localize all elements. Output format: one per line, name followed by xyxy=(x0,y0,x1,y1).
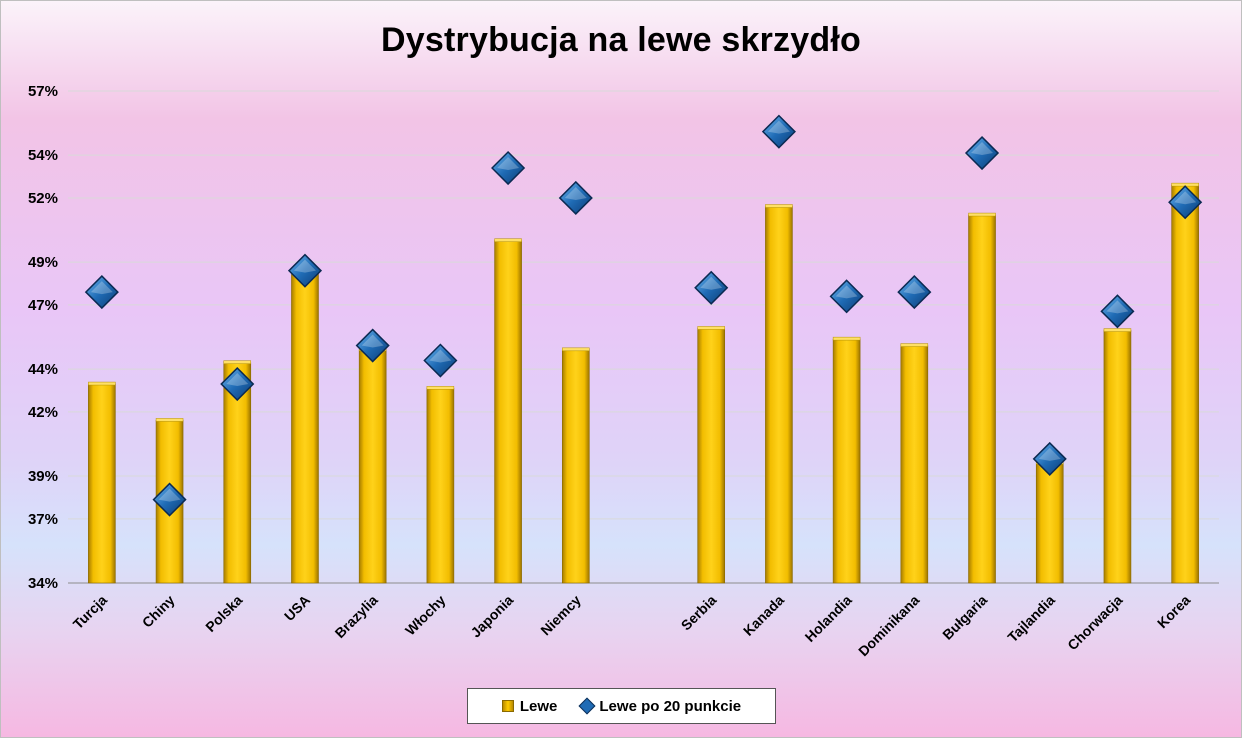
bar-cap xyxy=(765,204,793,208)
bar-cap xyxy=(832,336,861,341)
bar-lewe xyxy=(1171,184,1199,584)
bar-lewe xyxy=(1103,330,1132,584)
bar-lewe xyxy=(900,345,929,584)
x-tick-label: USA xyxy=(281,592,313,624)
marker-lewe-po-20 xyxy=(1032,441,1067,476)
marker-highlight xyxy=(497,157,520,171)
marker-lewe-po-20 xyxy=(152,482,187,517)
legend: Lewe Lewe po 20 punkcie xyxy=(467,688,776,724)
bar-cap xyxy=(155,418,184,422)
bar-lewe xyxy=(765,206,793,584)
bar-cap xyxy=(968,212,996,217)
bar-lewe xyxy=(1035,462,1064,584)
marker-highlight xyxy=(971,142,994,156)
x-tick-label: Japonia xyxy=(467,592,516,641)
bar-cap xyxy=(494,238,522,242)
marker-lewe-po-20 xyxy=(829,279,864,314)
legend-diamond-swatch xyxy=(578,697,596,715)
y-tick-label: 42% xyxy=(28,404,58,421)
marker-highlight xyxy=(1174,191,1197,205)
bar-cap xyxy=(900,343,929,347)
marker-highlight xyxy=(1038,447,1061,461)
bar-lewe xyxy=(697,328,726,584)
x-tick-label: Kanada xyxy=(740,592,787,639)
bar-lewe xyxy=(291,270,319,584)
marker-lewe-po-20 xyxy=(287,253,323,288)
chart-title: Dystrybucja na lewe skrzydło xyxy=(381,21,861,59)
y-tick-label: 37% xyxy=(28,511,58,528)
bar-cap xyxy=(697,326,725,330)
bar-lewe xyxy=(88,383,116,584)
x-tick-label: Dominikana xyxy=(855,592,923,660)
marker-highlight xyxy=(700,276,723,290)
x-tick-label: Tajlandia xyxy=(1004,592,1058,646)
bar-cap xyxy=(1103,328,1132,332)
marker-lewe-po-20 xyxy=(1100,294,1135,329)
x-tick-label: Turcja xyxy=(70,592,110,632)
y-tick-label: 57% xyxy=(28,83,58,100)
marker-lewe-po-20 xyxy=(84,275,119,310)
marker-lewe-po-20 xyxy=(897,275,932,310)
marker-highlight xyxy=(158,488,181,502)
marker-highlight xyxy=(1106,300,1129,314)
x-tick-label: Holandia xyxy=(802,592,855,645)
bar-cap xyxy=(88,381,116,386)
marker-lewe-po-20 xyxy=(1168,185,1203,220)
y-tick-label: 34% xyxy=(28,575,58,592)
marker-highlight xyxy=(564,186,587,200)
marker-highlight xyxy=(293,259,316,273)
x-tick-label: Brazylia xyxy=(332,592,381,641)
marker-lewe-po-20 xyxy=(491,150,526,186)
y-tick-label: 54% xyxy=(28,147,58,164)
legend-label-lewe-po-20: Lewe po 20 punkcie xyxy=(599,697,742,715)
bar-lewe xyxy=(358,349,387,584)
y-tick-label: 39% xyxy=(28,468,58,485)
bar-lewe xyxy=(494,240,522,584)
bar-cap xyxy=(223,360,252,364)
marker-lewe-po-20 xyxy=(964,135,1000,171)
marker-highlight xyxy=(90,281,113,295)
y-tick-label: 52% xyxy=(28,190,58,207)
x-tick-label: Niemcy xyxy=(537,592,584,639)
legend-bar-swatch xyxy=(501,700,514,712)
y-tick-label: 44% xyxy=(28,361,58,378)
legend-item-lewe-po-20: Lewe po 20 punkcie xyxy=(578,697,742,715)
marker-highlight xyxy=(835,285,858,299)
x-tick-label: Bułgaria xyxy=(939,592,990,643)
marker-highlight xyxy=(429,349,452,363)
bar-cap xyxy=(426,386,455,390)
bar-lewe xyxy=(426,388,455,584)
marker-highlight xyxy=(361,334,384,348)
legend-label-lewe: Lewe xyxy=(519,697,558,715)
x-tick-label: Chorwacja xyxy=(1064,592,1126,654)
bar-lewe xyxy=(968,214,996,584)
marker-highlight xyxy=(903,281,926,295)
y-tick-label: 47% xyxy=(28,297,58,314)
x-tick-label: Serbia xyxy=(678,592,720,634)
marker-lewe-po-20 xyxy=(694,270,729,305)
legend-item-lewe: Lewe xyxy=(501,697,558,715)
x-tick-label: Korea xyxy=(1154,592,1194,632)
marker-lewe-po-20 xyxy=(220,367,255,402)
marker-lewe-po-20 xyxy=(355,328,390,363)
x-tick-label: Chiny xyxy=(139,592,178,631)
bar-lewe xyxy=(561,349,590,584)
x-tick-label: Włochy xyxy=(402,592,449,639)
marker-highlight xyxy=(767,120,790,134)
y-tick-label: 49% xyxy=(28,254,58,271)
marker-highlight xyxy=(226,373,249,387)
x-tick-label: Polska xyxy=(202,592,245,635)
bar-lewe xyxy=(832,338,861,584)
marker-lewe-po-20 xyxy=(761,114,796,149)
marker-lewe-po-20 xyxy=(558,180,593,216)
bar-cap xyxy=(562,347,590,352)
marker-lewe-po-20 xyxy=(423,343,458,378)
